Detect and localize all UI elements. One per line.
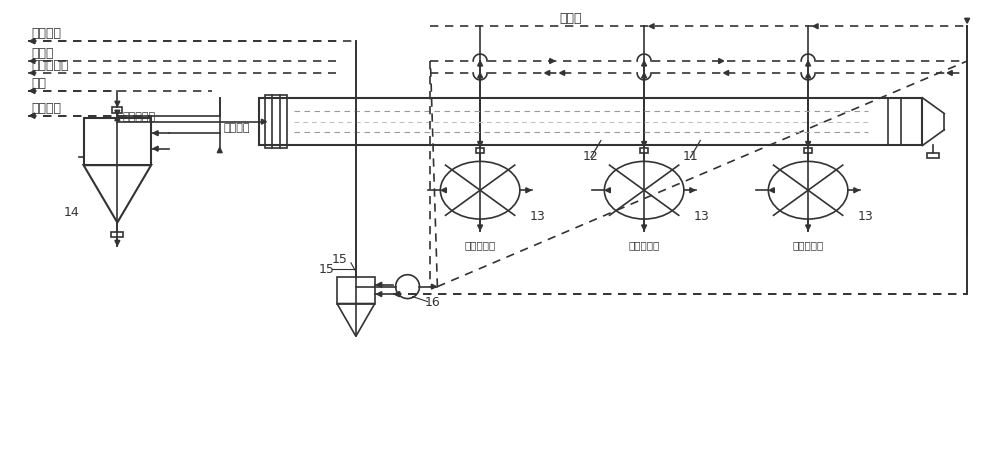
Polygon shape — [550, 60, 555, 64]
Polygon shape — [813, 25, 818, 30]
Polygon shape — [947, 71, 952, 76]
Polygon shape — [806, 62, 811, 67]
Polygon shape — [30, 114, 35, 119]
Polygon shape — [115, 241, 120, 246]
Polygon shape — [115, 102, 120, 107]
Polygon shape — [441, 188, 446, 193]
Polygon shape — [560, 71, 565, 76]
Polygon shape — [642, 226, 647, 231]
Polygon shape — [854, 188, 859, 193]
Bar — [112, 108, 122, 114]
Polygon shape — [545, 71, 550, 76]
Text: 燃烧室烟气: 燃烧室烟气 — [628, 239, 660, 249]
Text: 16: 16 — [424, 295, 440, 308]
Bar — [259, 99, 922, 146]
Polygon shape — [526, 188, 531, 193]
Polygon shape — [690, 188, 695, 193]
Text: 燃烧室烟气: 燃烧室烟气 — [31, 59, 68, 72]
Text: 12: 12 — [583, 150, 599, 163]
Text: 15: 15 — [319, 262, 335, 275]
Polygon shape — [806, 74, 811, 79]
Text: 14: 14 — [64, 205, 80, 218]
Polygon shape — [30, 40, 35, 45]
Polygon shape — [806, 226, 811, 231]
Text: 窑炉尾气: 窑炉尾气 — [224, 123, 250, 133]
Polygon shape — [30, 89, 35, 94]
Bar — [84, 119, 151, 166]
Polygon shape — [806, 142, 811, 147]
Text: 13: 13 — [530, 210, 546, 222]
Text: 饱和水: 饱和水 — [560, 12, 582, 25]
Polygon shape — [649, 25, 654, 30]
Polygon shape — [30, 40, 35, 45]
Polygon shape — [642, 74, 647, 79]
Polygon shape — [478, 62, 483, 67]
Polygon shape — [395, 292, 400, 297]
Polygon shape — [642, 142, 647, 147]
Polygon shape — [395, 292, 400, 297]
Text: 15: 15 — [332, 252, 348, 265]
Polygon shape — [115, 116, 120, 121]
Polygon shape — [478, 142, 483, 147]
Bar — [927, 154, 939, 159]
Text: 燃烧室烟气: 燃烧室烟气 — [792, 239, 824, 249]
Bar — [337, 277, 375, 304]
Text: 低温水: 低温水 — [31, 47, 53, 60]
Polygon shape — [377, 292, 382, 297]
Polygon shape — [30, 60, 35, 64]
Text: 13: 13 — [858, 210, 874, 222]
Polygon shape — [377, 283, 382, 288]
Polygon shape — [769, 188, 774, 193]
Polygon shape — [724, 71, 729, 76]
Text: 窑炉尾气: 窑炉尾气 — [31, 101, 61, 115]
Polygon shape — [153, 131, 158, 136]
Bar — [111, 233, 123, 238]
Polygon shape — [261, 120, 266, 125]
Polygon shape — [153, 147, 158, 152]
Text: 饱和蒸汽: 饱和蒸汽 — [31, 27, 61, 40]
Polygon shape — [217, 148, 222, 153]
Polygon shape — [605, 188, 610, 193]
Polygon shape — [719, 60, 724, 64]
Polygon shape — [478, 74, 483, 79]
Text: 11: 11 — [682, 150, 698, 163]
Polygon shape — [478, 226, 483, 231]
Bar — [640, 149, 648, 154]
Polygon shape — [965, 19, 970, 24]
Text: 生料: 生料 — [31, 77, 46, 90]
Bar — [265, 96, 287, 149]
Polygon shape — [30, 114, 35, 119]
Polygon shape — [642, 62, 647, 67]
Bar — [476, 149, 484, 154]
Polygon shape — [431, 284, 436, 289]
Text: 燃烧室烟气: 燃烧室烟气 — [464, 239, 496, 249]
Bar — [804, 149, 812, 154]
Polygon shape — [30, 71, 35, 76]
Text: 13: 13 — [694, 210, 710, 222]
Polygon shape — [115, 111, 120, 116]
Polygon shape — [30, 89, 35, 94]
Text: 预热后生料: 预热后生料 — [122, 111, 155, 121]
